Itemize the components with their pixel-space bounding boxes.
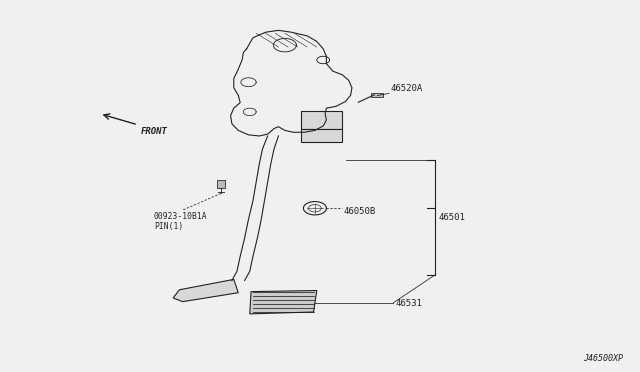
- Text: FRONT: FRONT: [141, 127, 168, 136]
- Bar: [217, 180, 225, 188]
- Text: 46050B: 46050B: [344, 207, 376, 216]
- Text: 46501: 46501: [438, 213, 465, 222]
- Text: 46531: 46531: [396, 299, 422, 308]
- Text: 00923-10B1A
PIN(1): 00923-10B1A PIN(1): [154, 212, 207, 231]
- Text: J46500XP: J46500XP: [583, 354, 623, 363]
- Polygon shape: [173, 279, 238, 302]
- Polygon shape: [250, 291, 317, 314]
- Bar: [301, 111, 342, 129]
- Bar: [301, 129, 342, 141]
- Bar: [371, 93, 383, 97]
- Text: 46520A: 46520A: [390, 84, 422, 93]
